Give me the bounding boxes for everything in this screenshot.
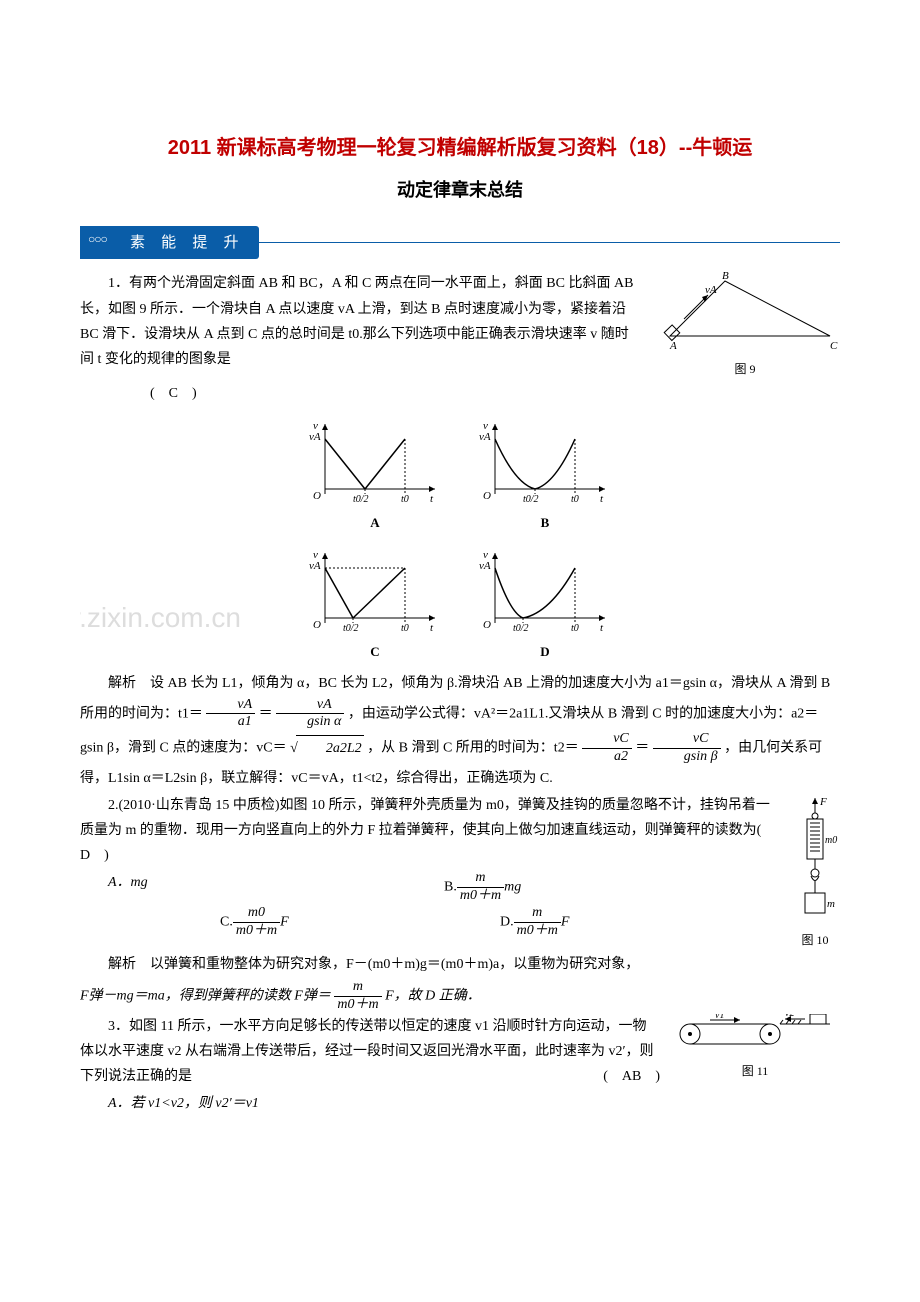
svg-text:v: v: [313, 420, 318, 432]
banner-line: [258, 242, 840, 243]
svg-text:m0: m0: [825, 835, 837, 846]
q3-opt-A: A．若 v1<v2，则 v2′＝v1: [80, 1091, 840, 1116]
q1-answer: ( C ): [80, 381, 840, 406]
svg-text:v1: v1: [715, 1014, 724, 1021]
svg-text:t0: t0: [401, 623, 409, 633]
q1-graph-grid: O vA v t0/2 t0 t A O vA: [80, 414, 840, 664]
q2-opt-D: D.mm0＋mF: [500, 905, 780, 940]
svg-text:v2: v2: [785, 1014, 794, 1019]
svg-text:vA: vA: [479, 431, 491, 443]
svg-text:t0/2: t0/2: [343, 623, 359, 633]
question-1: A B C vA 图 9 1．有两个光滑固定斜面 AB 和 BC，A 和 C 两…: [80, 271, 840, 793]
q3-answer: ( AB ): [575, 1064, 660, 1089]
svg-text:v: v: [483, 549, 488, 561]
svg-text:t0/2: t0/2: [523, 494, 539, 504]
svg-text:m: m: [827, 898, 835, 910]
svg-text:O: O: [313, 619, 321, 631]
q2-stem: 2.(2010·山东青岛 15 中质检)如图 10 所示，弹簧秤外壳质量为 m0…: [80, 793, 840, 869]
svg-text:v: v: [483, 420, 488, 432]
q2-solution-a: 解析 以弹簧和重物整体为研究对象，F－(m0＋m)g＝(m0＋m)a，以重物为研…: [80, 952, 840, 977]
svg-text:O: O: [313, 490, 321, 502]
svg-text:vA: vA: [705, 284, 717, 296]
q2-opt-B: B.mm0＋mmg: [444, 870, 780, 905]
figure-9: A B C vA 图 9: [650, 271, 840, 380]
svg-text:vA: vA: [309, 431, 321, 443]
triangle-diagram: A B C vA: [650, 271, 840, 351]
question-3: v1 v2 图 11 3．如图 11 所示，一水平方向足够长的传送带以恒定的速度…: [80, 1014, 840, 1119]
q2-options-row2: C.m0m0＋mF D.mm0＋mF: [220, 905, 780, 940]
svg-text:C: C: [830, 340, 838, 351]
svg-text:vA: vA: [479, 560, 491, 572]
svg-text:t0/2: t0/2: [513, 623, 529, 633]
svg-text:t0/2: t0/2: [353, 494, 369, 504]
graph-B: O vA v t0/2 t0 t B: [475, 414, 615, 535]
svg-text:t: t: [600, 493, 604, 504]
svg-text:v: v: [313, 549, 318, 561]
svg-text:t: t: [600, 622, 604, 633]
graph-A: O vA v t0/2 t0 t A: [305, 414, 445, 535]
svg-text:B: B: [722, 271, 729, 282]
q2-opt-A: A．mg: [108, 870, 444, 905]
figure-10: F m0 m 图 10: [790, 793, 840, 952]
svg-text:vA: vA: [309, 560, 321, 572]
q2-opt-C: C.m0m0＋mF: [220, 905, 500, 940]
graph-D: O vA v t0/2 t0 t D: [475, 543, 615, 664]
graph-C: O vA v t0/2 t0 t C: [305, 543, 445, 664]
svg-text:t: t: [430, 622, 434, 633]
q2-options-row1: A．mg B.mm0＋mmg: [108, 870, 780, 905]
svg-text:t0: t0: [571, 494, 579, 504]
watermark: www.zixin.com.cn: [80, 593, 241, 643]
figure-9-caption: 图 9: [650, 359, 840, 381]
figure-11: v1 v2 图 11: [670, 1014, 840, 1083]
document-title-line1: 2011 新课标高考物理一轮复习精编解析版复习资料（18）--牛顿运: [80, 130, 840, 166]
svg-text:O: O: [483, 490, 491, 502]
question-2: F m0 m 图 10 2.(2010·山东青岛 15 中质检)如图 10 所示…: [80, 793, 840, 1014]
svg-text:t: t: [430, 493, 434, 504]
section-banner: 素 能 提 升: [80, 226, 840, 259]
q2-solution-b: F弹－mg＝ma，得到弹簧秤的读数 F弹＝ mm0＋m F，故 D 正确．: [80, 979, 840, 1014]
document-title-line2: 动定律章末总结: [80, 174, 840, 206]
q1-solution: 解析 设 AB 长为 L1，倾角为 α，BC 长为 L2，倾角为 β.滑块沿 A…: [80, 671, 840, 791]
figure-10-caption: 图 10: [790, 930, 840, 952]
svg-text:t0: t0: [401, 494, 409, 504]
svg-text:t0: t0: [571, 623, 579, 633]
svg-text:A: A: [669, 340, 677, 351]
banner-label: 素 能 提 升: [80, 226, 259, 259]
svg-text:O: O: [483, 619, 491, 631]
figure-11-caption: 图 11: [670, 1061, 840, 1083]
svg-text:F: F: [819, 796, 827, 808]
